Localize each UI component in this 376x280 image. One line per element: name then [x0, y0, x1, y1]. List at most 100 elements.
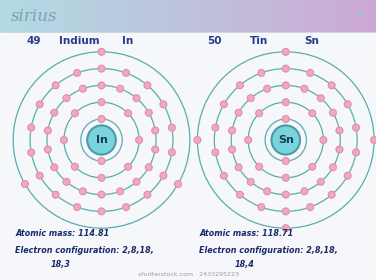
Ellipse shape	[282, 191, 289, 198]
Bar	[26, 0, 29, 32]
Ellipse shape	[98, 82, 105, 89]
Bar	[320, 0, 322, 32]
Bar	[259, 0, 262, 32]
Ellipse shape	[21, 181, 28, 188]
Bar	[246, 0, 249, 32]
Ellipse shape	[52, 191, 59, 198]
Bar	[303, 0, 305, 32]
Bar	[58, 0, 61, 32]
Ellipse shape	[344, 101, 351, 108]
Ellipse shape	[98, 191, 105, 198]
Ellipse shape	[282, 225, 289, 232]
Ellipse shape	[144, 191, 151, 198]
Text: Electron configuration: 2,8,18,: Electron configuration: 2,8,18,	[15, 246, 154, 255]
Ellipse shape	[264, 85, 270, 92]
Bar	[194, 0, 196, 32]
Ellipse shape	[247, 95, 254, 102]
Bar	[158, 0, 161, 32]
Ellipse shape	[125, 110, 132, 117]
Bar	[8, 0, 10, 32]
Bar	[111, 0, 114, 32]
Bar	[192, 0, 194, 32]
Bar	[113, 0, 115, 32]
Bar	[209, 0, 211, 32]
Ellipse shape	[71, 163, 78, 170]
Bar	[323, 0, 326, 32]
Bar	[199, 0, 202, 32]
Bar	[252, 0, 255, 32]
Text: Atomic mass: 114.81: Atomic mass: 114.81	[15, 229, 109, 238]
Ellipse shape	[168, 124, 175, 131]
Bar	[286, 0, 288, 32]
Bar	[205, 0, 208, 32]
Ellipse shape	[123, 204, 129, 211]
Ellipse shape	[125, 163, 132, 170]
Ellipse shape	[328, 191, 335, 198]
Bar	[164, 0, 166, 32]
Bar	[367, 0, 369, 32]
Ellipse shape	[258, 69, 265, 76]
Bar	[237, 0, 240, 32]
Ellipse shape	[28, 149, 35, 156]
Ellipse shape	[336, 146, 343, 153]
Bar	[196, 0, 198, 32]
Ellipse shape	[309, 163, 316, 170]
Bar	[30, 0, 33, 32]
Bar	[64, 0, 67, 32]
Bar	[314, 0, 317, 32]
Ellipse shape	[344, 172, 351, 179]
Ellipse shape	[371, 137, 376, 143]
Bar	[308, 0, 311, 32]
Ellipse shape	[282, 116, 289, 122]
Text: Indium: Indium	[59, 36, 99, 46]
Bar	[239, 0, 241, 32]
Bar	[100, 0, 102, 32]
Bar	[38, 0, 40, 32]
Ellipse shape	[235, 164, 242, 171]
Bar	[325, 0, 328, 32]
Bar	[109, 0, 112, 32]
Ellipse shape	[229, 127, 235, 134]
Bar	[92, 0, 95, 32]
Ellipse shape	[220, 101, 227, 108]
Bar	[122, 0, 125, 32]
Ellipse shape	[74, 69, 80, 76]
Ellipse shape	[98, 48, 105, 55]
Bar	[235, 0, 238, 32]
Ellipse shape	[212, 149, 219, 156]
Bar	[118, 0, 121, 32]
Ellipse shape	[123, 69, 129, 76]
Bar	[331, 0, 334, 32]
Bar	[165, 0, 168, 32]
Bar	[53, 0, 55, 32]
Bar	[11, 0, 14, 32]
Ellipse shape	[247, 178, 254, 185]
Bar	[96, 0, 99, 32]
Bar	[182, 0, 185, 32]
Ellipse shape	[36, 172, 43, 179]
Bar	[350, 0, 352, 32]
Bar	[19, 0, 21, 32]
Ellipse shape	[71, 110, 78, 117]
Bar	[353, 0, 356, 32]
Bar	[327, 0, 330, 32]
Bar	[291, 0, 294, 32]
Bar	[132, 0, 134, 32]
Ellipse shape	[258, 204, 265, 211]
Ellipse shape	[256, 163, 262, 170]
Bar	[156, 0, 159, 32]
Ellipse shape	[301, 85, 308, 92]
Bar	[21, 0, 23, 32]
Text: In: In	[122, 36, 133, 46]
Bar	[229, 0, 232, 32]
Bar	[49, 0, 52, 32]
Ellipse shape	[87, 125, 116, 155]
Ellipse shape	[353, 149, 359, 156]
Ellipse shape	[175, 181, 182, 188]
Bar	[203, 0, 206, 32]
Bar	[60, 0, 63, 32]
Bar	[305, 0, 307, 32]
Bar	[15, 0, 18, 32]
Ellipse shape	[282, 208, 289, 215]
Bar	[329, 0, 332, 32]
